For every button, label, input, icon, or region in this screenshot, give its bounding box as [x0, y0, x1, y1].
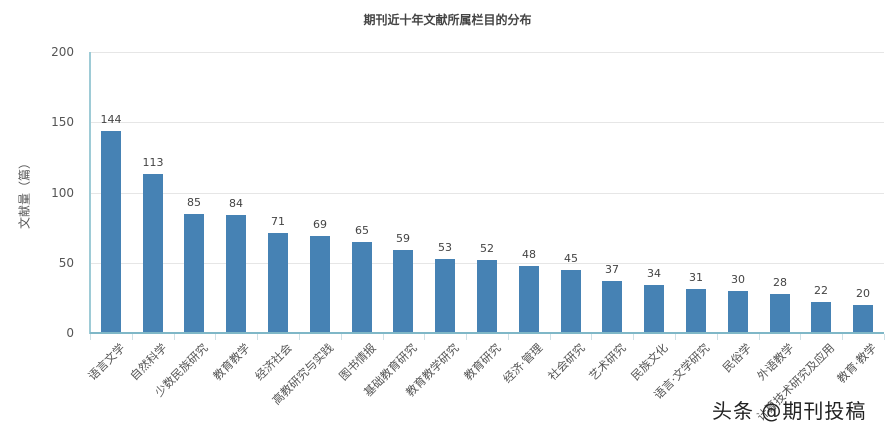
y-axis-label: 文献量（篇） — [17, 156, 32, 230]
x-tick-label: 社会研究 — [545, 340, 588, 384]
y-tick-label: 100 — [51, 186, 74, 200]
gridline — [90, 193, 884, 194]
bar[interactable] — [519, 266, 539, 333]
x-tick — [591, 334, 592, 340]
value-label: 52 — [480, 242, 494, 255]
x-tick-label: 教育·教学 — [834, 340, 880, 386]
bar[interactable] — [310, 236, 330, 333]
chart-title: 期刊近十年文献所属栏目的分布 — [363, 13, 532, 27]
x-tick-label: 教育研究 — [461, 340, 504, 384]
y-tick-label: 150 — [51, 115, 74, 129]
x-tick — [675, 334, 676, 340]
bar[interactable] — [101, 131, 121, 333]
x-tick — [215, 334, 216, 340]
x-tick — [424, 334, 425, 340]
value-label: 28 — [773, 276, 787, 289]
x-tick — [174, 334, 175, 340]
x-tick-label: 民俗学 — [719, 340, 755, 376]
x-tick — [341, 334, 342, 340]
x-tick — [383, 334, 384, 340]
x-tick-label: 教育教学 — [210, 340, 253, 384]
x-tick — [800, 334, 801, 340]
value-label: 31 — [689, 271, 703, 284]
x-tick-label: 经济·管理 — [500, 340, 546, 386]
value-label: 65 — [355, 224, 369, 237]
bar[interactable] — [268, 233, 288, 333]
x-tick — [466, 334, 467, 340]
bar[interactable] — [728, 291, 748, 333]
x-tick-label: 艺术研究 — [586, 340, 629, 384]
value-label: 69 — [313, 218, 327, 231]
value-label: 53 — [438, 241, 452, 254]
x-tick — [759, 334, 760, 340]
bar[interactable] — [393, 250, 413, 333]
x-tick — [717, 334, 718, 340]
bar[interactable] — [477, 260, 497, 333]
x-tick — [884, 334, 885, 340]
x-tick — [90, 334, 91, 340]
bar[interactable] — [435, 259, 455, 333]
value-label: 34 — [647, 267, 661, 280]
bar[interactable] — [602, 281, 622, 333]
gridline — [90, 52, 884, 53]
x-tick — [257, 334, 258, 340]
value-label: 113 — [142, 156, 164, 169]
x-tick — [842, 334, 843, 340]
value-label: 20 — [856, 287, 870, 300]
value-label: 144 — [100, 113, 122, 126]
y-axis-line — [89, 52, 91, 334]
bar[interactable] — [561, 270, 581, 333]
bar[interactable] — [811, 302, 831, 333]
x-tick — [508, 334, 509, 340]
bar[interactable] — [143, 174, 163, 333]
bar[interactable] — [686, 289, 706, 333]
bar[interactable] — [226, 215, 246, 333]
value-label: 59 — [396, 232, 410, 245]
value-label: 30 — [731, 273, 745, 286]
bar[interactable] — [352, 242, 372, 333]
x-tick — [633, 334, 634, 340]
y-tick-label: 200 — [51, 45, 74, 59]
value-label: 48 — [522, 248, 536, 261]
y-tick-label: 50 — [58, 256, 74, 270]
bar[interactable] — [644, 285, 664, 333]
bar[interactable] — [770, 294, 790, 333]
x-tick — [132, 334, 133, 340]
bar[interactable] — [184, 214, 204, 333]
x-axis-line — [90, 332, 884, 334]
value-label: 22 — [814, 284, 828, 297]
x-tick-label: 语言文学 — [85, 340, 128, 384]
x-tick — [550, 334, 551, 340]
x-tick — [299, 334, 300, 340]
y-tick-label: 0 — [66, 326, 74, 340]
value-label: 45 — [564, 252, 578, 265]
value-label: 71 — [271, 215, 285, 228]
value-label: 84 — [229, 197, 243, 210]
value-label: 85 — [187, 196, 201, 209]
bar[interactable] — [853, 305, 873, 333]
gridline — [90, 122, 884, 123]
value-label: 37 — [605, 263, 619, 276]
watermark: 头条 @期刊投稿 — [712, 399, 867, 423]
